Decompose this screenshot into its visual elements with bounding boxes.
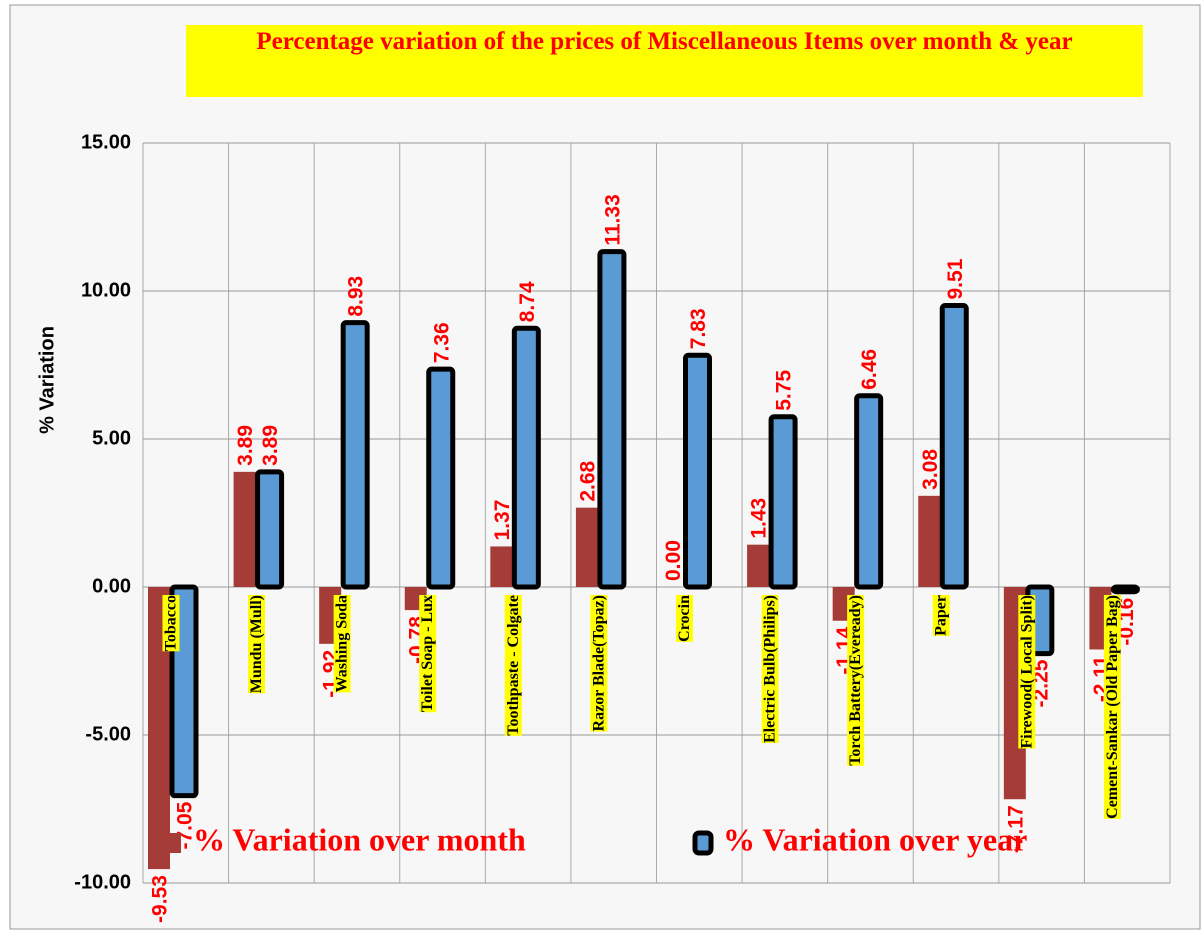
x-tick-label: Razor Blade(Topaz) [590, 595, 607, 731]
value-label: -7.17 [1004, 805, 1027, 853]
x-tick-label: Crocin [676, 595, 693, 642]
x-tick-label: Washing Soda [334, 595, 351, 692]
chart-title: Percentage variation of the prices of Mi… [186, 25, 1143, 97]
value-label: 3.08 [919, 449, 942, 490]
bar [511, 325, 541, 590]
value-label: 1.43 [748, 498, 771, 539]
y-axis-label: % Variation [36, 326, 58, 434]
bar [148, 587, 170, 870]
x-tick-label-bg [932, 595, 950, 636]
x-tick-label-bg [248, 595, 266, 694]
x-tick-label: Cement-Sankar (Old Paper Bag) [1104, 595, 1121, 819]
y-tick-label: 15.00 [81, 131, 131, 153]
bar [747, 544, 770, 587]
y-tick-label: -5.00 [85, 723, 131, 745]
value-label: 3.89 [259, 425, 282, 466]
bar [426, 366, 456, 590]
bar [683, 352, 712, 590]
bar [768, 414, 798, 590]
x-tick-label: Electric Bulb(Philips) [762, 595, 779, 743]
x-tick-label: Firewood( Local Split) [1018, 595, 1035, 748]
value-label: 2.68 [576, 460, 599, 501]
bar [1110, 584, 1140, 595]
x-tick-label: Toothpaste - Colgate [505, 595, 522, 736]
x-tick-label-bg [1103, 595, 1121, 819]
x-tick-label-bg [419, 594, 437, 713]
legend-label: % Variation over month [193, 821, 526, 857]
x-tick-label-bg [590, 595, 608, 732]
x-tick-label-bg [675, 594, 693, 642]
legend-marker [692, 830, 714, 856]
value-label: -9.53 [149, 875, 172, 923]
bar [233, 471, 256, 587]
x-tick-label: Paper [933, 595, 950, 636]
x-tick-label: Torch Battery(Eveready) [847, 595, 864, 766]
value-label: 8.93 [345, 276, 368, 317]
x-tick-label-bg [162, 595, 180, 652]
bar [575, 507, 598, 587]
x-tick-label: Tobacco [162, 595, 179, 651]
value-label: 0.00 [662, 540, 685, 581]
y-tick-label: -10.00 [74, 871, 131, 893]
y-tick-label: 0.00 [92, 575, 131, 597]
value-label: 1.37 [491, 500, 514, 541]
value-label: 7.83 [687, 308, 710, 349]
bar [255, 469, 285, 590]
bar [854, 393, 884, 590]
y-tick-label: 10.00 [81, 279, 131, 301]
value-label: 3.89 [234, 425, 257, 466]
value-label: 9.51 [944, 258, 967, 299]
x-tick-label-bg [333, 595, 351, 693]
bar [939, 303, 969, 590]
value-label: 7.36 [430, 322, 453, 363]
x-tick-label: Toilet Soap - Lux [419, 595, 436, 712]
x-tick-label-bg [761, 595, 779, 743]
bar [918, 495, 941, 587]
value-label: 5.75 [773, 370, 796, 411]
value-label: 11.33 [601, 194, 624, 245]
bar [490, 546, 513, 587]
legend-marker [165, 833, 181, 853]
x-tick-label-bg [504, 595, 522, 736]
bar [597, 249, 627, 590]
bar [340, 320, 370, 590]
legend-label: % Variation over year [723, 821, 1027, 857]
value-label: 6.46 [858, 349, 881, 390]
y-tick-label: 5.00 [92, 427, 131, 449]
x-tick-label: Mundu (Mull) [248, 595, 265, 693]
x-tick-label-bg [1018, 595, 1036, 749]
value-label: 8.74 [516, 281, 539, 322]
x-tick-label-bg [847, 594, 865, 766]
